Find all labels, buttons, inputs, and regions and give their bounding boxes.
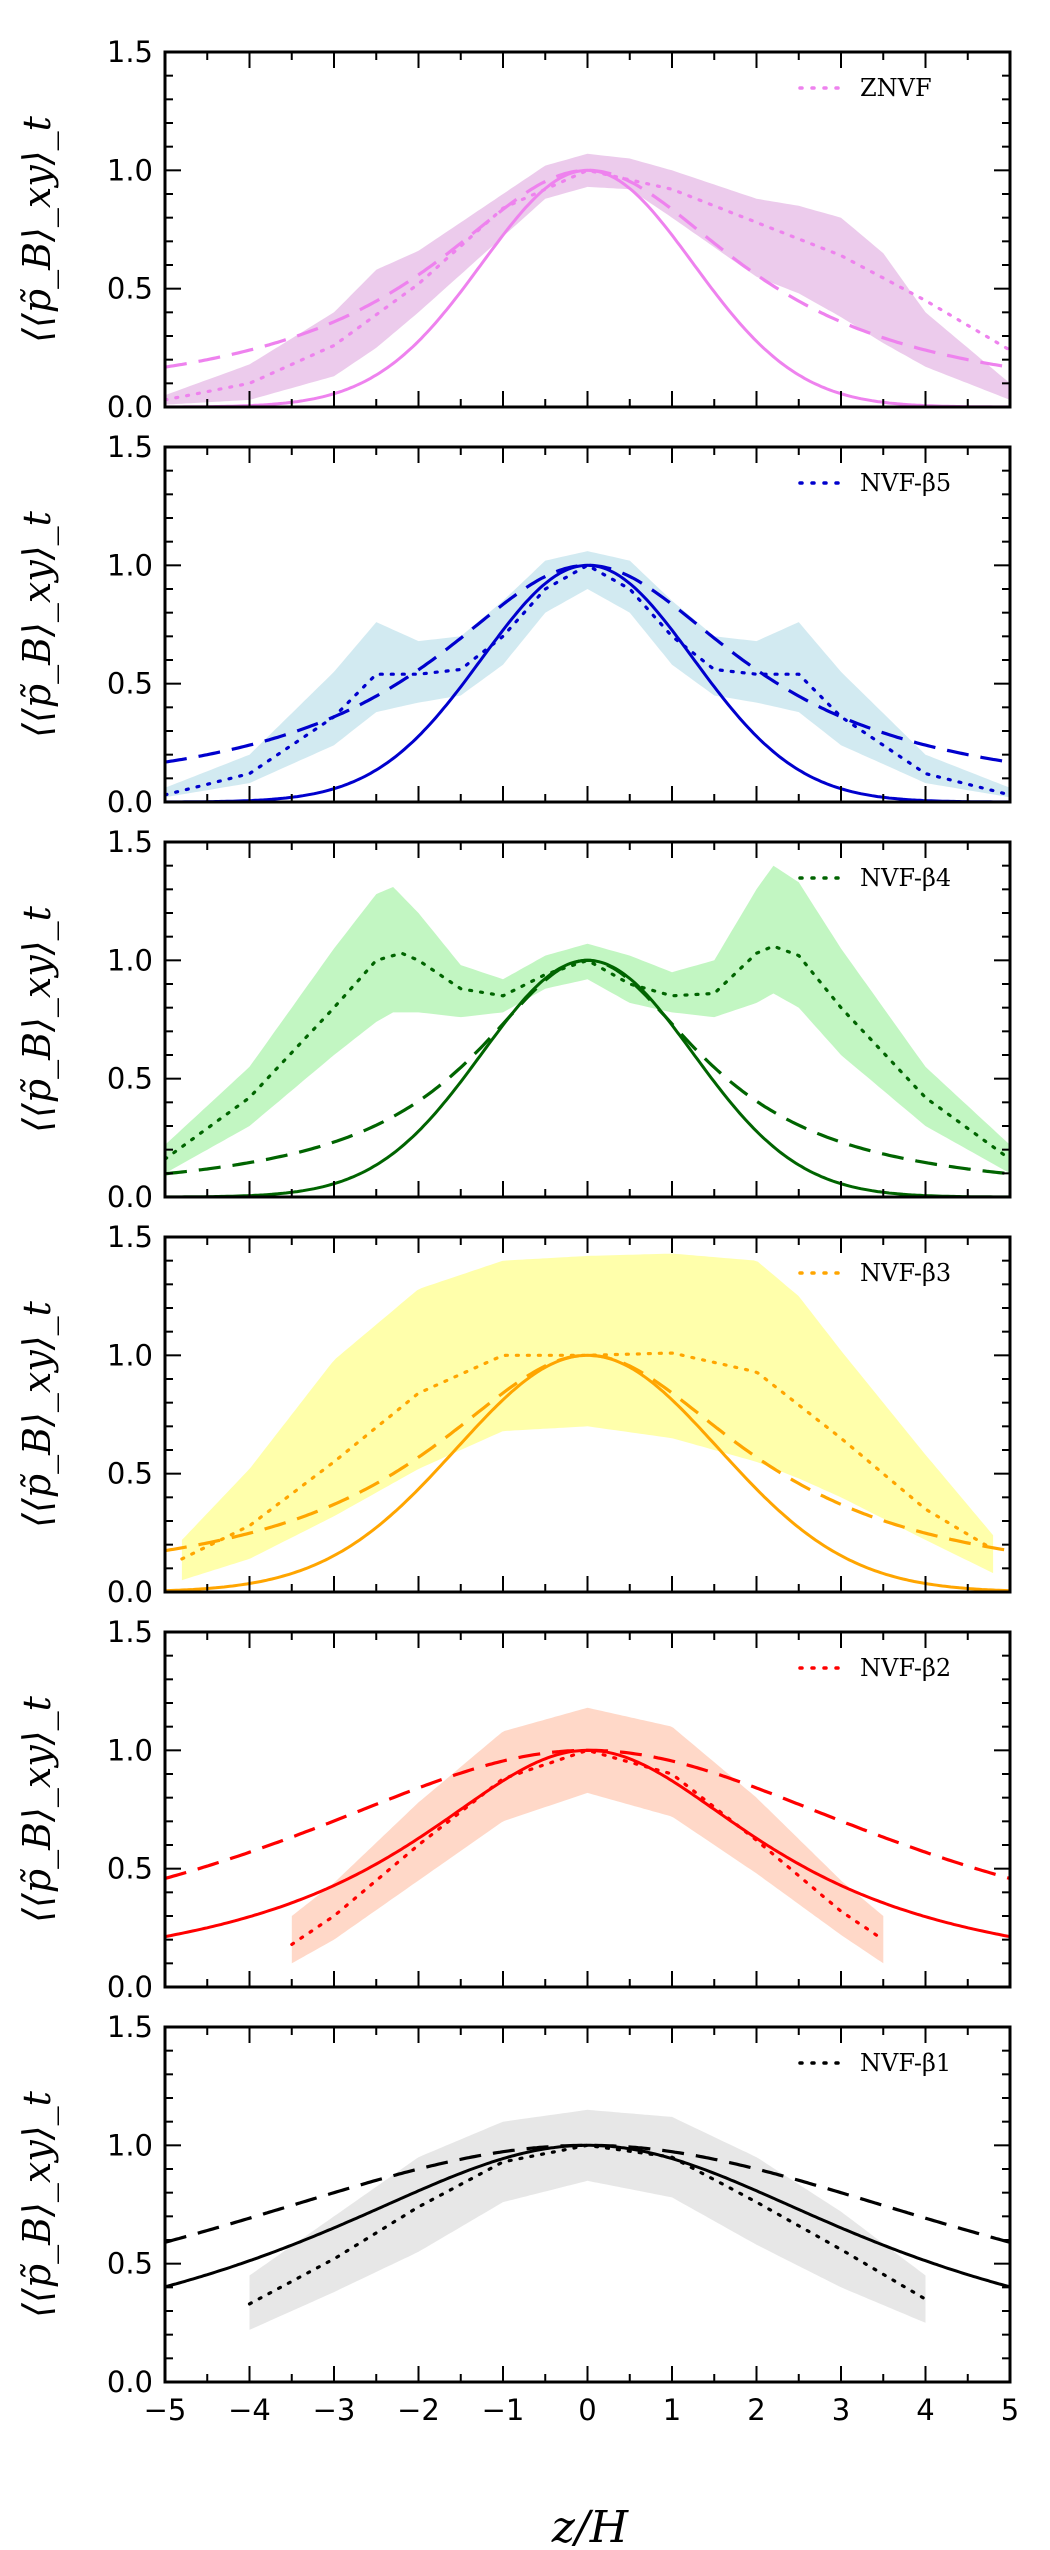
x-tick-label: −1 <box>482 2393 525 2427</box>
legend-label: ZNVF <box>860 74 932 102</box>
y-tick-label: 1.0 <box>107 153 153 187</box>
x-axis-label: z/H <box>551 2502 630 2550</box>
panel-1: 0.0 0.5 1.0 1.5 ⟨⟨p̃_B⟩_xy⟩_t NVF-β5 <box>15 430 1012 819</box>
y-tick-label: 0.5 <box>107 667 153 701</box>
uncertainty-band <box>181 1253 994 1581</box>
x-tick-label: −3 <box>313 2393 356 2427</box>
y-tick-label: 1.0 <box>107 548 153 582</box>
y-axis-label: ⟨⟨p̃_B⟩_xy⟩_t <box>15 510 60 737</box>
x-tick-label: −2 <box>397 2393 440 2427</box>
y-tick-label: 1.5 <box>107 2010 153 2044</box>
y-tick-label: 0.0 <box>107 390 153 424</box>
y-tick-label: 1.0 <box>107 1733 153 1767</box>
y-tick-label: 1.5 <box>107 1615 153 1649</box>
uncertainty-band <box>291 1707 884 1964</box>
plot-area <box>165 865 1010 1197</box>
plot-area <box>165 1253 1010 1592</box>
panel-5: 0.0 0.5 1.0 1.5 −5 −4 −3 −2 −1 0 1 2 3 4 5 ⟨⟨p̃_B⟩_xy⟩_… <box>15 2010 1019 2427</box>
y-tick-label: 1.5 <box>107 430 153 464</box>
series-model-line <box>165 958 1010 1176</box>
plot-area <box>165 153 1010 407</box>
legend-label: NVF-β5 <box>860 469 951 497</box>
y-tick-label: 1.0 <box>107 943 153 977</box>
series-gaussian-line <box>165 563 1010 802</box>
x-tick-label: −4 <box>228 2393 271 2427</box>
y-tick-label: 1.0 <box>107 1338 153 1372</box>
series-model-line <box>165 2143 1010 2244</box>
plot-area <box>165 1707 1010 1964</box>
y-tick-label: 1.5 <box>107 1220 153 1254</box>
y-tick-label: 0.0 <box>107 1575 153 1609</box>
x-tick-label: 1 <box>663 2393 681 2427</box>
y-tick-label: 0.5 <box>107 1457 153 1491</box>
series-model-line <box>165 1353 1010 1553</box>
y-axis-label: ⟨⟨p̃_B⟩_xy⟩_t <box>15 115 60 342</box>
x-tick-label: 2 <box>747 2393 765 2427</box>
series-model-line <box>165 168 1010 369</box>
legend-label: NVF-β4 <box>860 864 951 892</box>
series-gaussian-line <box>165 168 1010 407</box>
y-tick-label: 0.5 <box>107 1852 153 1886</box>
y-axis-label: ⟨⟨p̃_B⟩_xy⟩_t <box>15 2090 60 2317</box>
y-tick-label: 0.5 <box>107 2247 153 2281</box>
legend-label: NVF-β2 <box>860 1654 951 1682</box>
series-mean-line <box>165 563 1010 797</box>
uncertainty-band <box>165 153 1010 405</box>
y-tick-label: 0.0 <box>107 785 153 819</box>
y-tick-label: 0.5 <box>107 272 153 306</box>
y-axis-label: ⟨⟨p̃_B⟩_xy⟩_t <box>15 905 60 1132</box>
panel-2: 0.0 0.5 1.0 1.5 ⟨⟨p̃_B⟩_xy⟩_t NVF-β4 <box>15 825 1012 1214</box>
panel-4: 0.0 0.5 1.0 1.5 ⟨⟨p̃_B⟩_xy⟩_t NVF-β2 <box>15 1615 1012 2004</box>
y-tick-label: 0.0 <box>107 1180 153 1214</box>
y-tick-label: 0.0 <box>107 1970 153 2004</box>
x-tick-label: −5 <box>144 2393 187 2427</box>
series-mean-line <box>247 2143 928 2306</box>
series-mean-line <box>165 944 1010 1161</box>
series-model-line <box>165 563 1010 764</box>
legend-label: NVF-β1 <box>860 2049 951 2077</box>
x-tick-label: 4 <box>916 2393 934 2427</box>
y-tick-label: 0.5 <box>107 1062 153 1096</box>
plot-area <box>165 551 1010 802</box>
y-tick-label: 0.0 <box>107 2365 153 2399</box>
uncertainty-band <box>165 865 1010 1174</box>
y-axis-label: ⟨⟨p̃_B⟩_xy⟩_t <box>15 1300 60 1527</box>
series-model-line <box>165 1748 1010 1881</box>
y-axis-label: ⟨⟨p̃_B⟩_xy⟩_t <box>15 1695 60 1922</box>
axes-frame <box>163 2025 1012 2384</box>
legend-label: NVF-β3 <box>860 1259 951 1287</box>
x-tick-label: 5 <box>1001 2393 1019 2427</box>
uncertainty-band <box>249 2109 926 2330</box>
plot-area <box>165 2109 1010 2330</box>
x-tick-label: 0 <box>578 2393 596 2427</box>
x-tick-label: 3 <box>832 2393 850 2427</box>
panel-3: 0.0 0.5 1.0 1.5 ⟨⟨p̃_B⟩_xy⟩_t NVF-β3 <box>15 1220 1012 1609</box>
uncertainty-band <box>165 551 1010 798</box>
panel-0: 0.0 0.5 1.0 1.5 ⟨⟨p̃_B⟩_xy⟩_t ZNVF <box>15 35 1012 424</box>
series-gaussian-line <box>165 1353 1010 1592</box>
y-tick-label: 1.5 <box>107 35 153 69</box>
series-mean-line <box>290 1748 885 1947</box>
y-tick-label: 1.0 <box>107 2128 153 2162</box>
panels: 0.0 0.5 1.0 1.5 ⟨⟨p̃_B⟩_xy⟩_t ZNVF 0.0 0.5 1.0 1.… <box>15 35 1019 2427</box>
y-tick-label: 1.5 <box>107 825 153 859</box>
